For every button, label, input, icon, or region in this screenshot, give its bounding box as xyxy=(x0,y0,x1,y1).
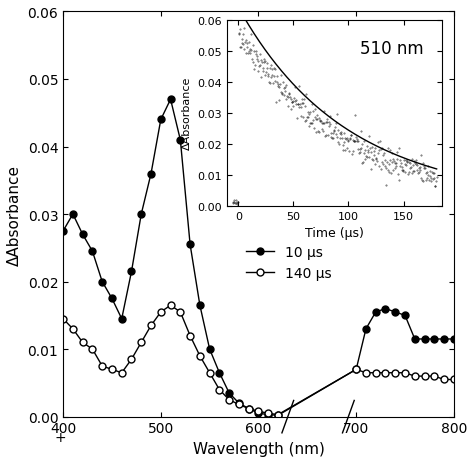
140 μs xyxy=(422,374,428,379)
140 μs xyxy=(412,374,418,379)
140 μs xyxy=(451,377,457,382)
140 μs xyxy=(383,370,388,375)
140 μs xyxy=(128,357,134,362)
140 μs xyxy=(60,316,66,322)
140 μs xyxy=(255,408,261,414)
Text: +: + xyxy=(55,430,66,444)
140 μs xyxy=(168,303,173,308)
10 μs xyxy=(402,313,408,319)
140 μs xyxy=(265,411,271,416)
140 μs xyxy=(90,347,95,352)
10 μs xyxy=(353,367,359,372)
Line: 140 μs: 140 μs xyxy=(60,302,457,418)
140 μs xyxy=(363,370,369,375)
10 μs xyxy=(246,406,252,412)
10 μs xyxy=(373,309,379,315)
10 μs xyxy=(70,212,76,217)
10 μs xyxy=(217,370,222,375)
10 μs xyxy=(236,400,242,406)
10 μs xyxy=(60,229,66,234)
10 μs xyxy=(431,337,437,342)
140 μs xyxy=(236,402,242,407)
140 μs xyxy=(70,326,76,332)
140 μs xyxy=(353,367,359,372)
X-axis label: Wavelength (nm): Wavelength (nm) xyxy=(192,441,324,456)
140 μs xyxy=(217,387,222,393)
10 μs xyxy=(119,316,125,322)
140 μs xyxy=(100,363,105,369)
140 μs xyxy=(431,374,437,379)
Y-axis label: ΔAbsorbance: ΔAbsorbance xyxy=(7,164,22,265)
10 μs xyxy=(158,118,164,123)
10 μs xyxy=(275,413,281,418)
10 μs xyxy=(265,412,271,418)
10 μs xyxy=(255,411,261,416)
10 μs xyxy=(363,326,369,332)
10 μs xyxy=(392,309,398,315)
140 μs xyxy=(275,412,281,418)
140 μs xyxy=(197,353,203,359)
140 μs xyxy=(441,377,447,382)
140 μs xyxy=(80,340,85,345)
10 μs xyxy=(90,249,95,255)
10 μs xyxy=(422,337,428,342)
140 μs xyxy=(373,370,379,375)
10 μs xyxy=(451,337,457,342)
10 μs xyxy=(383,306,388,312)
10 μs xyxy=(100,279,105,285)
10 μs xyxy=(148,171,154,177)
140 μs xyxy=(177,309,183,315)
10 μs xyxy=(128,269,134,275)
10 μs xyxy=(80,232,85,238)
140 μs xyxy=(119,370,125,375)
10 μs xyxy=(168,97,173,103)
Legend: 10 μs, 140 μs: 10 μs, 140 μs xyxy=(241,240,337,286)
140 μs xyxy=(109,367,115,372)
140 μs xyxy=(207,370,212,375)
140 μs xyxy=(392,370,398,375)
10 μs xyxy=(227,390,232,396)
Line: 10 μs: 10 μs xyxy=(60,97,457,419)
140 μs xyxy=(187,333,193,338)
10 μs xyxy=(197,303,203,308)
140 μs xyxy=(158,309,164,315)
10 μs xyxy=(138,212,144,217)
140 μs xyxy=(402,370,408,375)
10 μs xyxy=(109,296,115,301)
140 μs xyxy=(246,406,252,412)
140 μs xyxy=(138,340,144,345)
140 μs xyxy=(148,323,154,329)
140 μs xyxy=(227,397,232,403)
10 μs xyxy=(177,138,183,143)
10 μs xyxy=(207,347,212,352)
10 μs xyxy=(187,242,193,248)
10 μs xyxy=(412,337,418,342)
10 μs xyxy=(441,337,447,342)
